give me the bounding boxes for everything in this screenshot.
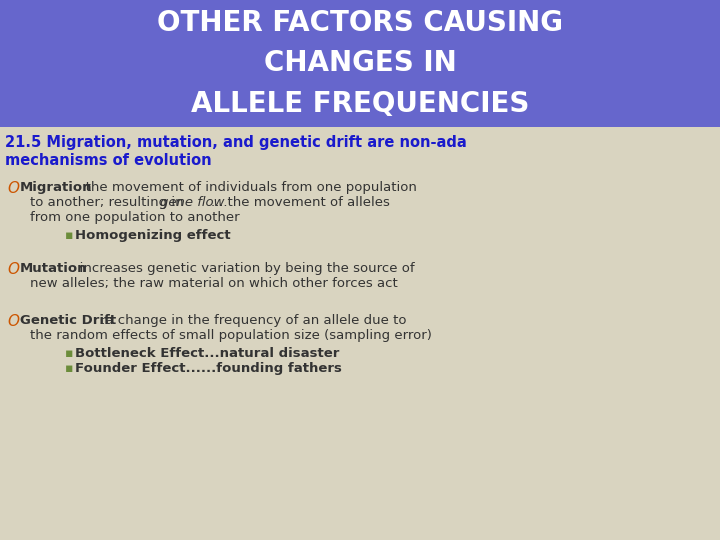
Text: Mutation: Mutation	[20, 262, 88, 275]
Text: :a change in the frequency of an allele due to: :a change in the frequency of an allele …	[101, 314, 407, 327]
Text: : increases genetic variation by being the source of: : increases genetic variation by being t…	[71, 262, 415, 275]
Text: CHANGES IN: CHANGES IN	[264, 50, 456, 77]
Text: O: O	[7, 181, 19, 196]
Text: ALLELE FREQUENCIES: ALLELE FREQUENCIES	[191, 90, 529, 118]
Text: Founder Effect......founding fathers: Founder Effect......founding fathers	[75, 362, 342, 375]
Text: from one population to another: from one population to another	[30, 211, 240, 224]
Text: O: O	[7, 314, 19, 329]
Text: Bottleneck Effect...natural disaster: Bottleneck Effect...natural disaster	[75, 347, 339, 360]
Text: Homogenizing effect: Homogenizing effect	[75, 229, 230, 242]
Text: ▪: ▪	[65, 362, 73, 375]
Text: gene flow: gene flow	[160, 196, 225, 209]
Text: new alleles; the raw material on which other forces act: new alleles; the raw material on which o…	[30, 277, 397, 290]
Text: the random effects of small population size (sampling error): the random effects of small population s…	[30, 329, 432, 342]
Text: ▪: ▪	[65, 347, 73, 360]
Text: Genetic Drift: Genetic Drift	[20, 314, 116, 327]
Text: OTHER FACTORS CAUSING: OTHER FACTORS CAUSING	[157, 9, 563, 37]
Text: mechanisms of evolution: mechanisms of evolution	[5, 153, 212, 168]
Text: 21.5 Migration, mutation, and genetic drift are non-ada: 21.5 Migration, mutation, and genetic dr…	[5, 135, 467, 150]
Text: Migration: Migration	[20, 181, 92, 194]
Text: to another; resulting in: to another; resulting in	[30, 196, 188, 209]
Text: : the movement of individuals from one population: : the movement of individuals from one p…	[77, 181, 417, 194]
Text: ....the movement of alleles: ....the movement of alleles	[211, 196, 390, 209]
Text: O: O	[7, 262, 19, 277]
Text: ▪: ▪	[65, 229, 73, 242]
